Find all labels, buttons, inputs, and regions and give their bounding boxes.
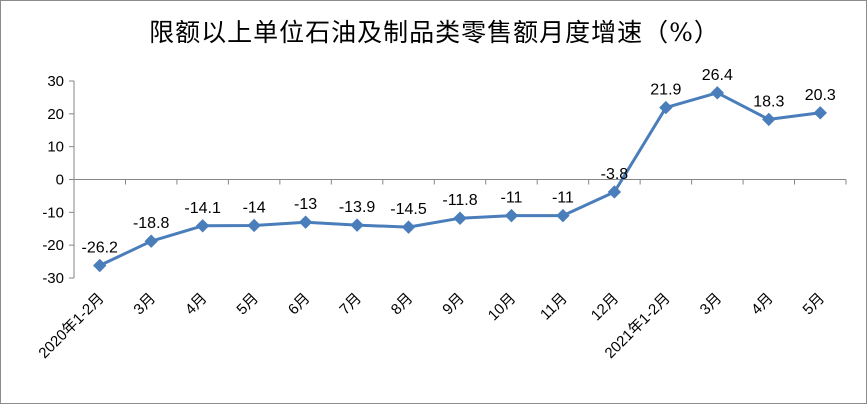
data-point-marker [401,220,416,234]
data-label: -11 [552,190,574,207]
x-tick-label: 10月 [485,290,519,324]
x-tick-label: 11月 [537,290,571,324]
data-point-marker [93,258,107,273]
data-label: -11.8 [442,192,477,209]
data-point-marker [350,218,364,232]
data-point-marker [298,215,313,229]
x-tick-label: 5月 [800,290,829,319]
data-point-marker [556,208,570,223]
data-point-marker [247,218,261,233]
x-tick-label: 8月 [388,290,417,319]
data-point-marker [195,219,210,233]
axes [69,80,847,279]
x-tick-label: 3月 [131,290,160,319]
data-point-marker [607,185,622,199]
data-label: -13 [294,196,317,213]
y-tick-label: 30 [47,73,64,90]
data-label: -3.8 [601,166,629,183]
y-tick-label: -30 [42,270,64,287]
data-point-marker [453,211,467,225]
data-label: -18.8 [133,215,170,232]
data-point-marker [659,100,673,115]
x-tick-label: 7月 [336,290,365,319]
data-label-layer: -26.2 -18.8 -14.1 -14 -13 -13.9 -14.5 -11.8 -11 -… [81,67,835,257]
x-tick-label: 6月 [285,290,314,319]
data-label: 18.3 [753,93,784,110]
x-tick-label: 4月 [182,290,211,319]
data-label: -11 [500,190,522,207]
y-tick-label: -20 [42,237,64,254]
x-tick-label: 12月 [588,290,622,324]
y-tick-label: 20 [47,106,64,123]
data-label: -26.2 [81,240,118,257]
data-label: -14.1 [184,200,221,217]
x-tick-labels: 2020年1-2月 3月 4月 5月 6月 7月 8月 9月 10月 11月 12月2021年1-2… [35,290,828,362]
data-point-marker [762,112,776,127]
y-tick-label: -10 [42,204,64,221]
y-tick-label: 10 [47,139,64,156]
data-label: -14 [243,199,266,216]
y-tick-label: 0 [56,172,64,189]
x-tick-label: 9月 [439,290,468,319]
data-label: 21.9 [650,82,681,99]
marker-layer [93,86,827,273]
data-label: 26.4 [702,67,733,84]
data-point-marker [144,234,158,248]
data-label: 20.3 [805,87,836,104]
x-tick-label: 5月 [233,290,262,319]
data-label: -13.9 [339,199,376,216]
data-point-marker [710,86,725,100]
y-tick-labels: 30 20 10 0 -10 -20 -30 [42,73,64,287]
data-label: -14.5 [390,201,427,218]
x-tick-label: 4月 [748,290,777,319]
x-tick-label: 3月 [697,290,726,319]
chart-title: 限额以上单位石油及制品类零售额月度增速（%） [149,18,720,47]
x-tick-label: 2020年1-2月 [35,290,107,362]
data-point-marker [504,208,519,223]
data-point-marker [813,106,827,120]
